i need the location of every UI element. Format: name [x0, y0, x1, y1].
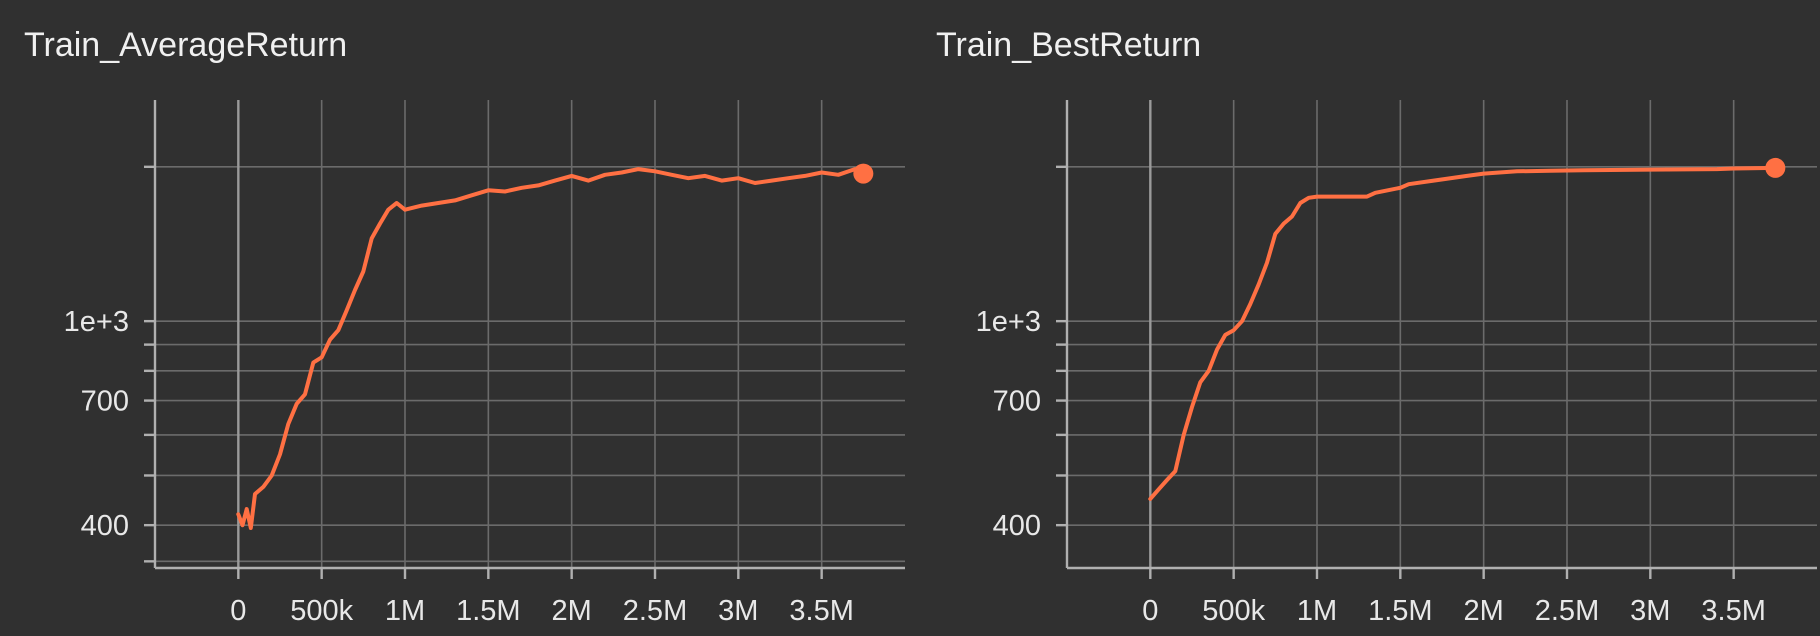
- x-tick-label: 3M: [718, 595, 758, 627]
- x-tick-label: 3.5M: [1701, 595, 1765, 627]
- x-tick-label: 2.5M: [623, 595, 687, 627]
- chart-title: Train_BestReturn: [936, 26, 1202, 64]
- x-tick-label: 2M: [552, 595, 592, 627]
- x-tick-label: 500k: [1202, 595, 1265, 627]
- x-tick-label: 1.5M: [456, 595, 520, 627]
- x-tick-label: 2.5M: [1535, 595, 1599, 627]
- chart-average-return[interactable]: 400 700 1e+3 0 500k 1M 1.5M 2M 2.5M 3M 3.5M: [0, 0, 905, 636]
- y-tick-label: 700: [81, 386, 129, 418]
- series-line[interactable]: [1148, 165, 1778, 501]
- x-tick-label: 1.5M: [1368, 595, 1432, 627]
- y-tick-label: 1e+3: [64, 306, 129, 338]
- chart-title: Train_AverageReturn: [24, 26, 348, 64]
- series-end-marker[interactable]: [1765, 157, 1786, 178]
- series-end-marker[interactable]: [853, 163, 874, 184]
- series-line[interactable]: [236, 167, 866, 530]
- y-tick-label: 1e+3: [976, 306, 1041, 338]
- x-tick-label: 2M: [1464, 595, 1504, 627]
- x-tick-label: 1M: [385, 595, 425, 627]
- x-tick-label: 500k: [290, 595, 353, 627]
- x-tick-label: 1M: [1297, 595, 1337, 627]
- chart-best-return[interactable]: 400 700 1e+3 0 500k 1M 1.5M 2M 2.5M 3M 3.5M: [912, 0, 1817, 636]
- chart-panel-best-return: Train_BestReturn 400 700 1e+3 0 500k 1M 1.5M 2M…: [912, 0, 1817, 636]
- x-tick-label: 0: [1142, 595, 1158, 627]
- y-tick-label: 700: [993, 386, 1041, 418]
- x-tick-label: 3M: [1630, 595, 1670, 627]
- x-tick-label: 0: [230, 595, 246, 627]
- x-tick-label: 3.5M: [789, 595, 853, 627]
- y-tick-label: 400: [81, 510, 129, 542]
- chart-panel-average-return: Train_AverageReturn 400 700 1e+3 0 500k 1M 1.5…: [0, 0, 905, 636]
- y-tick-label: 400: [993, 510, 1041, 542]
